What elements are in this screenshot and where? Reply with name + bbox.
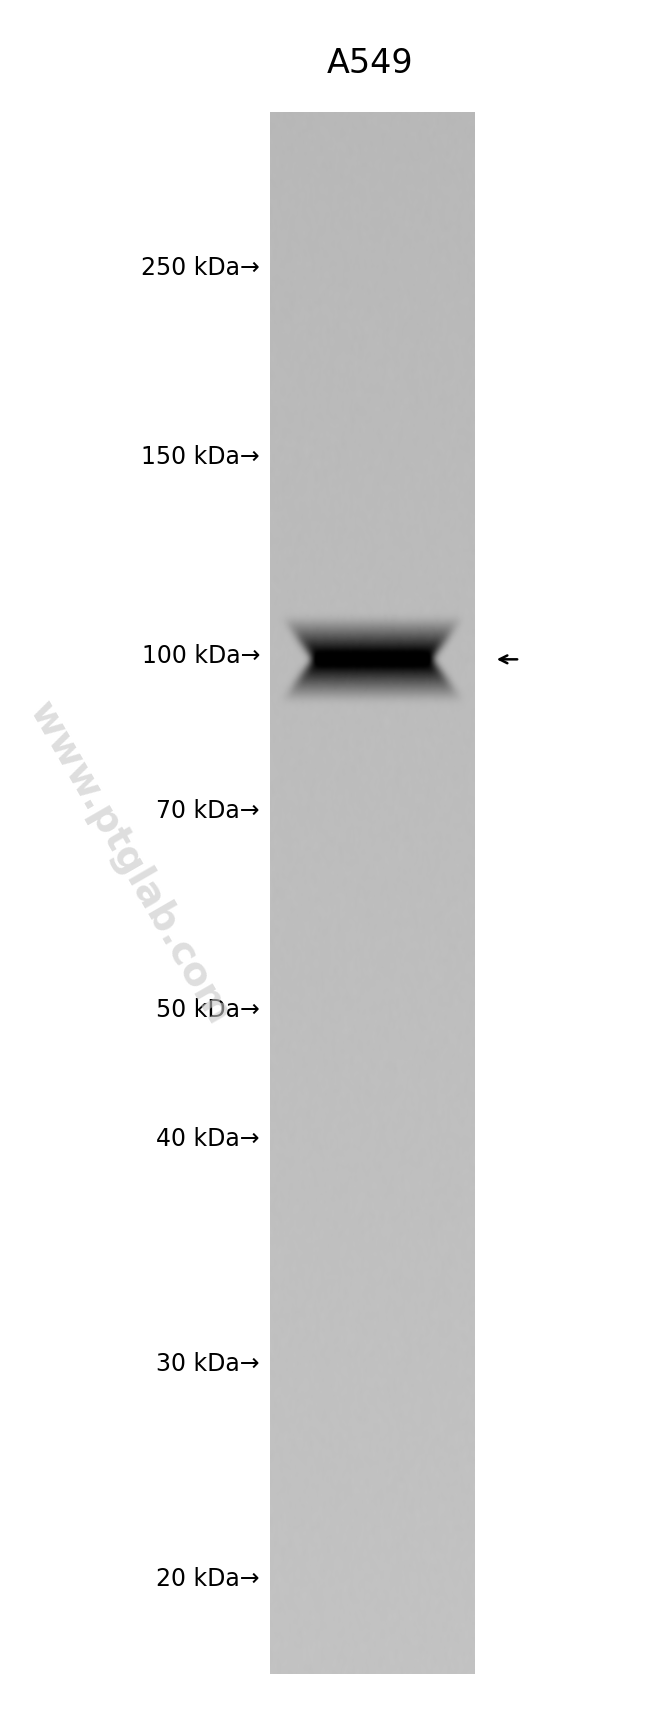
Text: 150 kDa→: 150 kDa→ [142,445,260,469]
Text: A549: A549 [327,47,414,81]
Text: 30 kDa→: 30 kDa→ [157,1351,260,1376]
Text: 70 kDa→: 70 kDa→ [157,799,260,823]
Text: 100 kDa→: 100 kDa→ [142,644,260,668]
Text: 50 kDa→: 50 kDa→ [156,998,260,1022]
Text: 40 kDa→: 40 kDa→ [157,1127,260,1151]
Text: www.ptglab.com: www.ptglab.com [22,696,238,1030]
Text: 250 kDa→: 250 kDa→ [141,255,260,280]
Text: 20 kDa→: 20 kDa→ [157,1567,260,1591]
